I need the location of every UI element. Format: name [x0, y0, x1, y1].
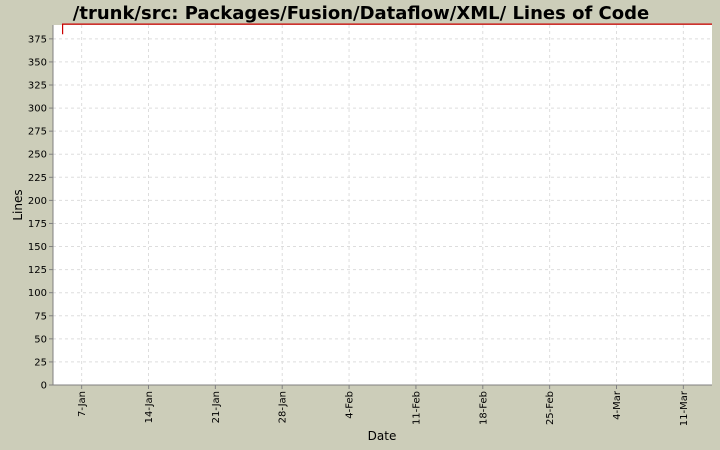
y-tick-label: 275	[28, 127, 47, 138]
y-tick-label: 225	[28, 173, 47, 184]
chart-title: /trunk/src: Packages/Fusion/Dataflow/XML…	[73, 3, 649, 24]
y-tick-label: 325	[28, 81, 47, 92]
y-tick-label: 100	[28, 288, 47, 299]
y-tick-label: 75	[34, 311, 47, 322]
plot-area	[53, 25, 712, 385]
y-tick-label: 350	[28, 57, 47, 68]
x-tick-label: 11-Mar	[679, 390, 690, 426]
x-tick-label: 21-Jan	[211, 391, 222, 423]
x-tick-label: 28-Jan	[278, 391, 289, 423]
x-tick-label: 18-Feb	[478, 391, 489, 425]
x-tick-label: 25-Feb	[545, 391, 556, 425]
x-tick-label: 14-Jan	[144, 391, 155, 423]
x-tick-label: 4-Feb	[345, 391, 356, 419]
y-axis-label: Lines	[11, 189, 25, 220]
y-tick-label: 125	[28, 265, 47, 276]
x-axis-ticks: 7-Jan 14-Jan 21-Jan 28-Jan 4-Feb 11-Feb 18-Feb…	[77, 385, 690, 426]
x-tick-label: 4-Mar	[612, 390, 623, 420]
y-tick-label: 250	[28, 150, 47, 161]
series-layer	[61, 23, 712, 35]
y-tick-label: 150	[28, 242, 47, 253]
y-tick-label: 200	[28, 196, 47, 207]
y-tick-label: 0	[41, 381, 47, 392]
x-tick-label: 7-Jan	[77, 391, 88, 417]
y-tick-label: 375	[28, 34, 47, 45]
x-tick-label: 11-Feb	[411, 391, 422, 425]
y-axis-ticks: 0 25 50 75 100 125 150 175 200 225 250 275 300 325 350…	[28, 34, 53, 392]
y-tick-label: 175	[28, 219, 47, 230]
series-line	[61, 23, 712, 35]
y-tick-label: 50	[34, 334, 47, 345]
y-tick-label: 300	[28, 104, 47, 115]
grid	[53, 25, 712, 385]
x-axis-label: Date	[368, 429, 397, 443]
y-tick-label: 25	[34, 357, 47, 368]
